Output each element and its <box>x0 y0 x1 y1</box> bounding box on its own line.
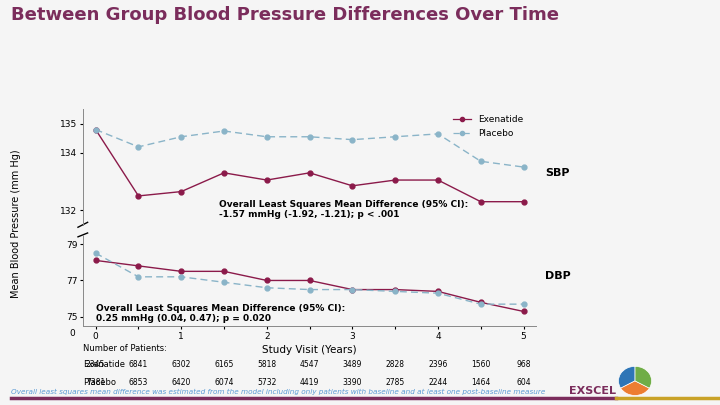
Text: Between Group Blood Pressure Differences Over Time: Between Group Blood Pressure Differences… <box>11 6 559 24</box>
Text: 968: 968 <box>516 360 531 369</box>
Text: EXSCEL: EXSCEL <box>569 386 616 396</box>
Text: 6853: 6853 <box>129 378 148 387</box>
Wedge shape <box>621 381 649 395</box>
Text: 6074: 6074 <box>215 378 234 387</box>
Text: DBP: DBP <box>546 271 571 281</box>
Text: 2396: 2396 <box>428 360 448 369</box>
Text: 604: 604 <box>516 378 531 387</box>
Text: 1464: 1464 <box>471 378 490 387</box>
Text: Overall least squares mean difference was estimated from the model including onl: Overall least squares mean difference wa… <box>11 389 545 395</box>
Text: Overall Least Squares Mean Difference (95% CI):
0.25 mmHg (0.04, 0.47); p = 0.02: Overall Least Squares Mean Difference (9… <box>96 304 346 323</box>
Text: 6302: 6302 <box>171 360 191 369</box>
Text: 0: 0 <box>70 329 76 338</box>
Wedge shape <box>618 366 635 388</box>
Text: Exenatide: Exenatide <box>83 360 125 369</box>
Text: Overall Least Squares Mean Difference (95% CI):
-1.57 mmHg (-1.92, -1.21); p < .: Overall Least Squares Mean Difference (9… <box>219 200 468 219</box>
Text: 7381: 7381 <box>86 378 105 387</box>
Text: 2785: 2785 <box>385 378 405 387</box>
Text: 5732: 5732 <box>257 378 276 387</box>
Text: 1560: 1560 <box>471 360 490 369</box>
Text: Number of Patients:: Number of Patients: <box>83 344 166 353</box>
Text: 5818: 5818 <box>257 360 276 369</box>
Text: 4419: 4419 <box>300 378 319 387</box>
Wedge shape <box>635 366 652 388</box>
Legend: Exenatide, Placebo: Exenatide, Placebo <box>449 111 527 141</box>
Text: 6420: 6420 <box>171 378 191 387</box>
Text: 6165: 6165 <box>215 360 234 369</box>
Text: 6841: 6841 <box>129 360 148 369</box>
Text: Placebo: Placebo <box>83 378 116 387</box>
Text: 3489: 3489 <box>343 360 362 369</box>
Text: 3390: 3390 <box>343 378 362 387</box>
Text: Mean Blood Pressure (mm Hg): Mean Blood Pressure (mm Hg) <box>11 149 21 298</box>
Text: SBP: SBP <box>546 168 570 178</box>
Text: 4547: 4547 <box>300 360 320 369</box>
Text: 2244: 2244 <box>428 378 448 387</box>
Text: 2828: 2828 <box>386 360 405 369</box>
X-axis label: Study Visit (Years): Study Visit (Years) <box>262 345 357 355</box>
Text: 2345: 2345 <box>86 360 105 369</box>
